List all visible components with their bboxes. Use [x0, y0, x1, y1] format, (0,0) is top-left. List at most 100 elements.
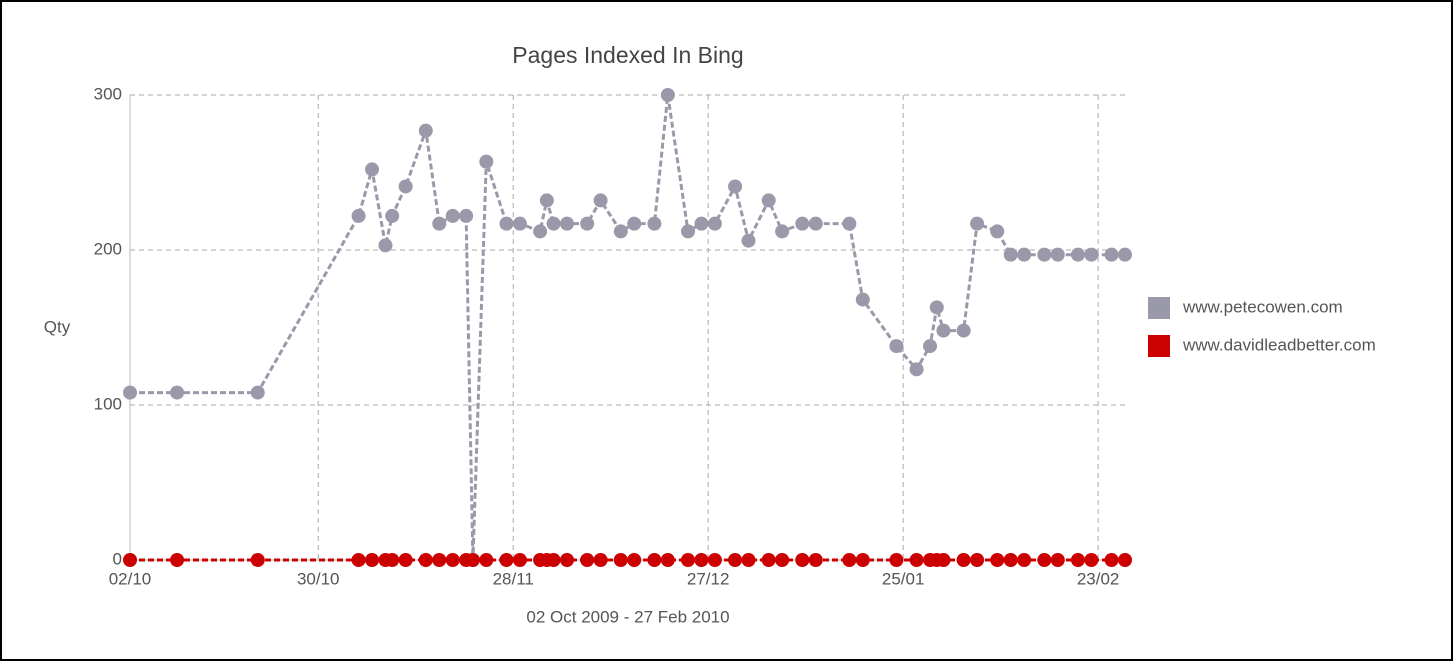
data-point [1070, 553, 1085, 567]
data-point [1104, 553, 1119, 567]
data-point [956, 553, 971, 567]
data-point [775, 224, 790, 239]
data-point [378, 238, 393, 253]
data-point [445, 553, 460, 567]
data-point [660, 553, 675, 567]
data-point [250, 553, 265, 567]
data-point [1084, 247, 1099, 262]
data-point [990, 553, 1005, 567]
data-point [533, 224, 548, 239]
y-tick-label: 100 [94, 394, 122, 413]
data-point [707, 553, 722, 567]
data-point [1050, 247, 1065, 262]
data-point [1050, 553, 1065, 567]
data-point [580, 216, 595, 231]
data-point [1070, 247, 1085, 262]
data-point [741, 233, 756, 248]
x-tick-label: 30/10 [297, 569, 340, 588]
data-point [761, 553, 776, 567]
data-point [795, 216, 810, 231]
data-point [1037, 553, 1052, 567]
data-point [842, 553, 857, 567]
data-point [681, 553, 696, 567]
data-point [694, 216, 709, 231]
x-tick-label: 25/01 [882, 569, 925, 588]
data-point [365, 162, 380, 177]
data-point [909, 362, 924, 377]
data-point [1118, 553, 1132, 567]
data-point [647, 553, 662, 567]
data-point [647, 216, 662, 231]
data-point [909, 553, 924, 567]
data-point [936, 323, 951, 338]
data-point [418, 553, 433, 567]
y-tick-label: 0 [113, 549, 122, 568]
data-point [432, 553, 447, 567]
data-point [1118, 247, 1132, 262]
data-point [1037, 247, 1052, 262]
data-point [808, 216, 823, 231]
data-point [694, 553, 709, 567]
data-point [499, 553, 514, 567]
data-point [479, 154, 494, 169]
data-point [855, 292, 870, 307]
data-point [1104, 247, 1119, 262]
data-point [593, 193, 608, 208]
data-point [559, 553, 574, 567]
legend-label: www.davidleadbetter.com [1182, 335, 1376, 354]
data-point [170, 385, 185, 400]
data-point [855, 553, 870, 567]
data-point [465, 553, 480, 567]
data-point [956, 323, 971, 338]
data-point [1084, 553, 1099, 567]
data-point [1003, 553, 1018, 567]
y-tick-label: 300 [94, 84, 122, 103]
series-line [130, 94, 1125, 561]
data-point [250, 385, 265, 400]
data-point [761, 193, 776, 208]
x-tick-label: 28/11 [493, 569, 534, 588]
data-point [889, 339, 904, 354]
data-point [990, 224, 1005, 239]
data-point [559, 216, 574, 231]
data-point [351, 553, 366, 567]
y-axis-label: Qty [44, 317, 71, 336]
x-tick-label: 27/12 [687, 569, 730, 588]
data-point [546, 216, 561, 231]
data-point [1017, 247, 1032, 262]
data-point [539, 193, 554, 208]
data-point [627, 553, 642, 567]
data-point [970, 553, 985, 567]
data-point [123, 553, 137, 567]
legend-swatch [1148, 335, 1170, 357]
data-point [728, 179, 743, 194]
data-point [627, 216, 642, 231]
data-point [775, 553, 790, 567]
data-point [546, 553, 561, 567]
data-point [445, 208, 460, 223]
x-axis-label: 02 Oct 2009 - 27 Feb 2010 [526, 607, 729, 626]
legend-swatch [1148, 297, 1170, 319]
data-point [681, 224, 696, 239]
data-point [170, 553, 185, 567]
data-point [1017, 553, 1032, 567]
data-point [398, 179, 413, 194]
data-point [365, 553, 380, 567]
data-point [580, 553, 595, 567]
data-point [889, 553, 904, 567]
data-point [728, 553, 743, 567]
data-point [923, 339, 938, 354]
y-tick-label: 200 [94, 239, 122, 258]
data-point [795, 553, 810, 567]
data-point [741, 553, 756, 567]
data-point [432, 216, 447, 231]
data-point [459, 208, 474, 223]
data-point [808, 553, 823, 567]
data-point [499, 216, 514, 231]
data-point [970, 216, 985, 231]
data-point [707, 216, 722, 231]
data-point [512, 553, 527, 567]
data-point [351, 208, 366, 223]
x-tick-label: 02/10 [109, 569, 152, 588]
data-point [418, 123, 433, 138]
